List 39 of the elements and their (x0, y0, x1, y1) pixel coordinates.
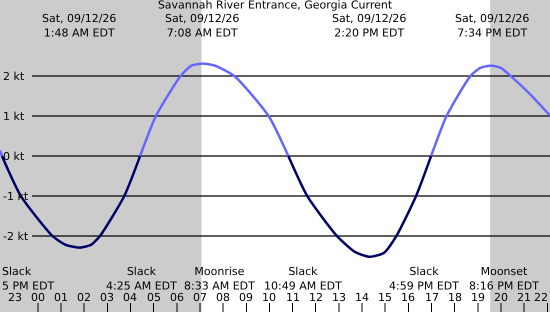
x-tick-label: 01 (54, 291, 68, 304)
x-tick-label: 21 (517, 291, 531, 304)
x-tick-label: 09 (239, 291, 253, 304)
x-tick-label: 23 (8, 291, 22, 304)
chart-title: Savannah River Entrance, Georgia Current (158, 0, 393, 12)
y-tick-label: -2 kt (3, 230, 29, 243)
x-tick-label: 08 (216, 291, 230, 304)
x-tick-label: 13 (332, 291, 346, 304)
x-tick-label: 06 (170, 291, 184, 304)
x-tick-label: 05 (147, 291, 161, 304)
x-tick-label: 22 (534, 291, 548, 304)
annotation: Sat, 09/12/26 7:08 AM EDT (165, 12, 240, 40)
annotation: Slack 5 PM EDT (2, 265, 55, 292)
y-tick-label: 0 kt (3, 150, 25, 163)
annotation: Sat, 09/12/26 1:48 AM EDT (42, 12, 116, 40)
annotation: Moonrise 8:33 AM EDT (184, 265, 256, 292)
x-tick-label: 15 (378, 291, 392, 304)
x-tick-label: 10 (262, 291, 276, 304)
x-tick-label: 12 (309, 291, 323, 304)
x-tick-label: 11 (286, 291, 300, 304)
x-tick-label: 17 (425, 291, 439, 304)
y-tick-label: 2 kt (3, 70, 25, 83)
y-tick-label: 1 kt (3, 110, 25, 123)
x-tick-label: 03 (100, 291, 114, 304)
x-tick-label: 16 (401, 291, 415, 304)
annotation: Slack 4:59 PM EDT (389, 265, 460, 292)
annotation: Slack 4:25 AM EDT (106, 265, 178, 292)
x-tick-label: 07 (193, 291, 207, 304)
x-tick-label: 20 (494, 291, 508, 304)
x-tick-label: 02 (77, 291, 91, 304)
x-tick-label: 04 (123, 291, 137, 304)
annotation: Sat, 09/12/26 2:20 PM EDT (332, 12, 406, 40)
x-tick-label: 00 (31, 291, 45, 304)
annotation: Sat, 09/12/26 7:34 PM EDT (455, 12, 530, 40)
x-tick-label: 14 (355, 291, 369, 304)
x-tick-label: 19 (471, 291, 485, 304)
x-tick-label: 18 (448, 291, 462, 304)
annotation: Slack 10:49 AM EDT (264, 265, 342, 292)
annotation: Moonset 8:16 PM EDT (469, 265, 540, 292)
